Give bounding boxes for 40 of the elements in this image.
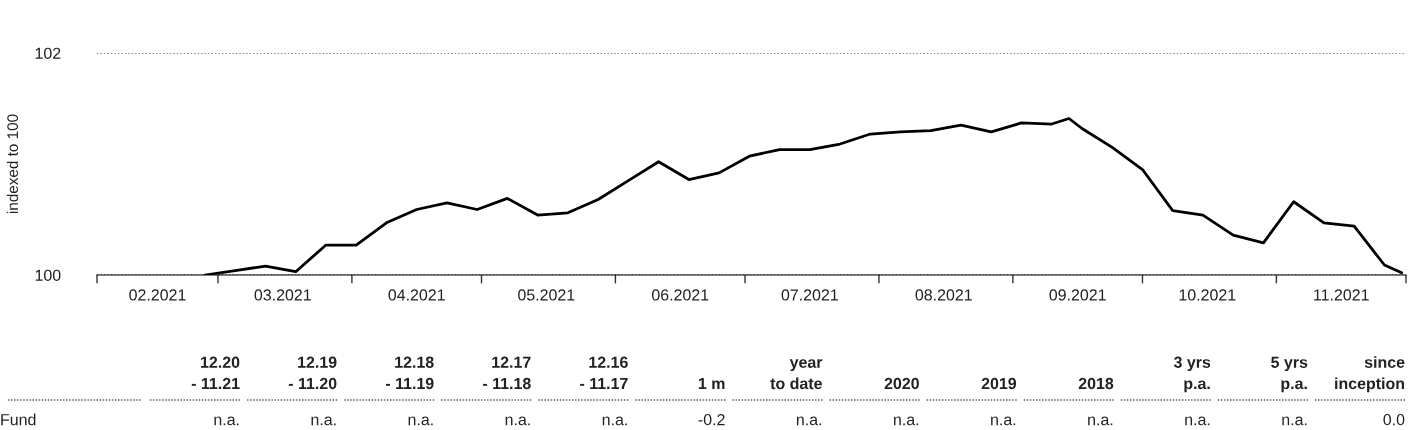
text: 0.0 [1383,413,1405,426]
text: -0.2 [698,413,725,426]
text: 2018 [1078,377,1114,390]
text: n.a. [894,416,919,426]
text: n.a. [505,416,530,426]
text: n.a. [991,416,1016,426]
y-axis-title: indexed to 100 [6,114,19,214]
text: 12.16 - 11.17 [580,356,628,389]
text: 12.17 - 11.18 [483,356,531,390]
text: since inception [1335,356,1405,393]
text: 12.18 - 11.19 [385,356,434,390]
text: 1 m [698,378,725,389]
y-tick-label: 102 [35,47,61,59]
text: 3 yrs p.a. [1173,356,1211,393]
x-tick-label: 05.2021 [518,289,575,301]
y-tick-label: 100 [35,269,61,281]
text: n.a. [1185,416,1210,426]
x-tick-label: 09.2021 [1049,289,1106,301]
text: year to date [770,359,823,390]
x-tick-label: 10.2021 [1179,289,1236,301]
text: 12.19 - 11.20 [288,356,337,390]
x-tick-label: 02.2021 [129,289,186,301]
text: n.a. [1282,416,1307,426]
x-tick-label: 03.2021 [254,289,311,301]
text: 2020 [884,377,919,390]
text: Fund [1,413,36,426]
text: n.a. [214,416,239,426]
x-tick-label: 06.2021 [651,289,709,301]
text: n.a. [796,416,822,426]
x-tick-label: 07.2021 [781,289,838,301]
text: n.a. [311,416,336,426]
x-tick-label: 04.2021 [388,289,445,301]
text: n.a. [408,416,433,426]
x-tick-label: 11.2021 [1314,289,1369,301]
text: 12.20 - 11.21 [191,356,240,389]
text: 5 yrs p.a. [1271,356,1308,393]
x-tick-label: 08.2021 [915,289,972,301]
text: 2019 [981,377,1017,390]
text: n.a. [602,416,627,426]
text: n.a. [1088,416,1113,426]
